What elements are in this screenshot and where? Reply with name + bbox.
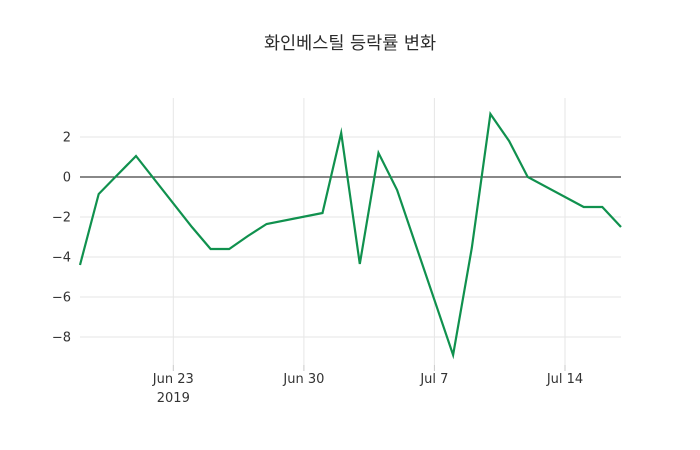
series-line — [78, 111, 622, 360]
y-tick-label: −8 — [52, 331, 71, 346]
x-tick-label: Jul 14 — [546, 372, 583, 387]
y-tick-label: 2 — [63, 131, 71, 146]
x-tick-label: Jul 7 — [419, 372, 448, 387]
x-tick-label: Jun 23 — [152, 372, 194, 387]
y-tick-label: −4 — [52, 251, 71, 266]
y-tick-label: 0 — [63, 171, 71, 186]
chart-title: 화인베스틸 등락률 변화 — [263, 34, 437, 54]
x-tick-label: Jun 30 — [282, 372, 324, 387]
x-tick-sublabel: 2019 — [157, 391, 190, 406]
y-tick-label: −6 — [52, 291, 71, 306]
y-tick-label: −2 — [52, 211, 71, 226]
